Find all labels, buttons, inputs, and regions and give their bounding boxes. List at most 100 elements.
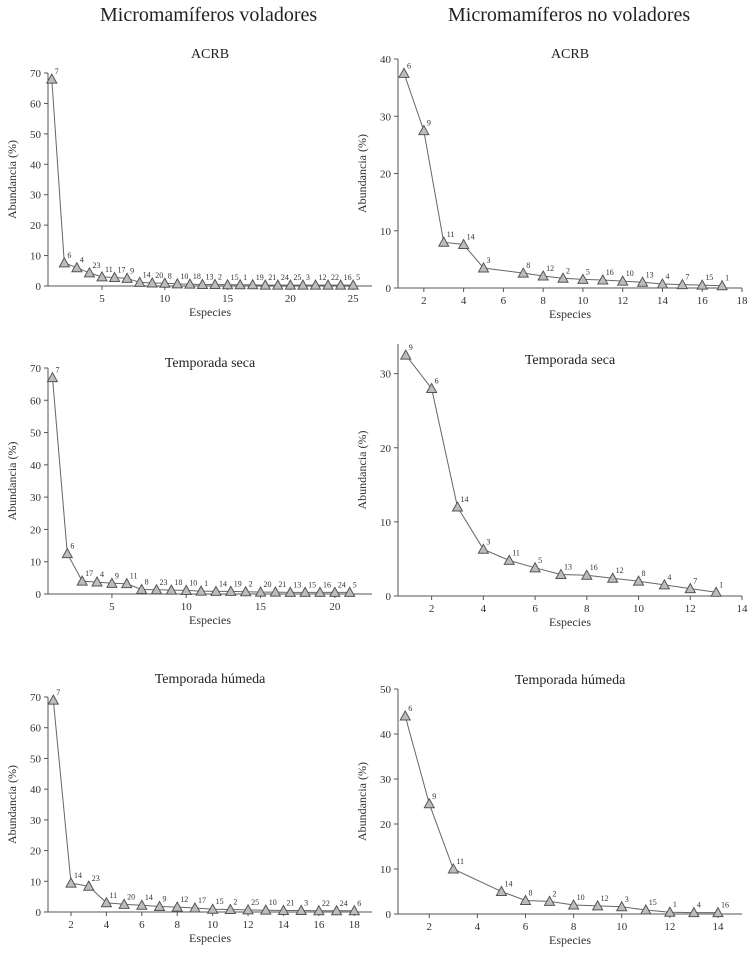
panel-1-data-point [284,279,297,290]
panel-1-data-point [83,266,96,278]
panel-1-data-point [309,279,322,290]
panel-6-y-tick-label: 50 [380,684,392,696]
panel-1-data-point [96,270,108,282]
panel-1-point-label: 5 [356,273,360,282]
panel-1-data-point [158,277,171,288]
panel-3-y-tick-label: 20 [30,524,42,536]
panel-1-point-label: 21 [268,273,276,282]
panel-3-data-point [343,586,356,597]
panel-5-point-label: 14 [145,893,153,902]
panel-6-x-tick-label: 2 [427,921,433,933]
panel-1-y-tick-label: 20 [30,220,42,232]
panel-1-point-label: 8 [168,271,172,280]
panel-2-point-label: 13 [646,270,654,279]
panel-5-y-axis-label: Abundancia (%) [5,765,19,844]
panel-2-series-line [403,73,723,287]
panel-5-data-point [153,900,166,911]
panel-1-point-label: 1 [243,273,247,282]
panel-3-data-point [76,575,89,586]
panel-5-data-point [100,896,113,908]
panel-3-y-tick-label: 30 [30,492,42,504]
panel-5-point-label: 14 [74,871,82,880]
panel-4-data-point [399,349,412,360]
panel-4-data-point [555,568,567,580]
panel-5-data-point [330,904,343,916]
panel-6-point-label: 2 [553,889,557,898]
panel-1-point-label: 4 [80,256,84,265]
panel-3-data-point [284,586,297,597]
panel-3-data-point [91,576,103,587]
panel-1-point-label: 15 [231,273,239,282]
panel-1-data-point [108,271,121,282]
panel-1-point-label: 24 [281,273,289,282]
panel-2-point-label: 14 [467,232,475,241]
panel-1-data-point [334,279,347,290]
panel-5-y-tick-label: 10 [30,876,42,888]
panel-1-data-point [234,278,246,290]
panel-4-y-tick-label: 20 [380,443,392,455]
panel-1-data-point [58,256,71,268]
panel-1-point-label: 7 [55,67,59,76]
panel-1-y-tick-label: 70 [30,68,42,80]
panel-1-point-label: 18 [193,272,201,281]
panel-4-data-point [580,569,593,580]
panel-2-y-tick-label: 30 [380,111,392,123]
panel-3-point-label: 5 [353,580,357,589]
panel-2-point-label: 4 [665,272,669,281]
panel-1-y-tick-label: 60 [30,98,42,110]
panel-6-data-point [591,899,604,911]
panel-4-data-point [529,561,541,573]
panel-6-data-point [567,898,580,910]
panel-4-point-label: 9 [409,343,413,352]
panel-3-point-label: 7 [55,366,59,375]
panel-6-x-axis-label: Especies [549,933,591,947]
panel-3-point-label: 21 [278,580,286,589]
panel-5-point-label: 6 [357,899,361,908]
panel-5-point-label: 7 [56,688,60,697]
panel-1-point-label: 16 [344,273,352,282]
panel-3-data-point [165,584,178,595]
panel-4-y-axis-label: Abundancia (%) [355,431,369,510]
panel-2-x-tick-label: 18 [737,295,749,307]
panel-1-point-label: 23 [92,261,100,270]
panel-4-data-point [477,543,490,554]
panel-5-point-label: 15 [216,897,224,906]
panel-5-point-label: 24 [340,899,348,908]
panel-2-data-point [517,267,530,278]
panel-3-x-tick-label: 10 [181,601,193,613]
panel-5-data-point [259,904,272,915]
panel-2-x-tick-label: 14 [657,295,669,307]
panel-3-data-point [180,584,193,595]
panel-1-data-point [121,272,133,283]
panel-4-x-tick-label: 14 [737,603,749,615]
panel-6-point-label: 16 [721,901,729,910]
panel-3-point-label: 19 [234,579,242,588]
panel-1-data-point [259,279,272,290]
panel-3-point-label: 16 [323,580,331,589]
panel-4-y-tick-label: 0 [386,591,392,603]
panel-1-y-tick-label: 50 [30,129,42,141]
panel-6-data-point [639,903,652,915]
panel-5-data-point [313,904,325,916]
panel-6-data-point [447,862,460,874]
panel-5-x-tick-label: 18 [349,919,361,931]
panel-6-data-point [543,895,556,906]
panel-4-y-tick-label: 30 [380,369,392,381]
panel-1-x-tick-label: 25 [348,293,360,305]
panel-6-point-label: 9 [432,792,436,801]
panel-6-data-point [495,885,508,896]
panel-3-x-tick-label: 5 [109,601,115,613]
panel-2-data-point [636,276,649,287]
panel-3-y-axis-label: Abundancia (%) [5,442,19,521]
panel-4-x-tick-label: 2 [429,603,435,615]
panel-1-data-point [196,278,209,289]
panel-4-point-label: 11 [512,548,520,557]
panel-1-y-tick-label: 30 [30,190,42,202]
panel-3-title: Temporada seca [165,356,256,371]
panel-1-data-point [171,277,184,289]
panel-2-data-point [477,261,490,273]
panel-1-point-label: 2 [218,272,222,281]
panel-1-point-label: 9 [130,266,134,275]
panel-4-data-point [658,578,671,590]
panel-2-x-tick-label: 10 [577,295,589,307]
